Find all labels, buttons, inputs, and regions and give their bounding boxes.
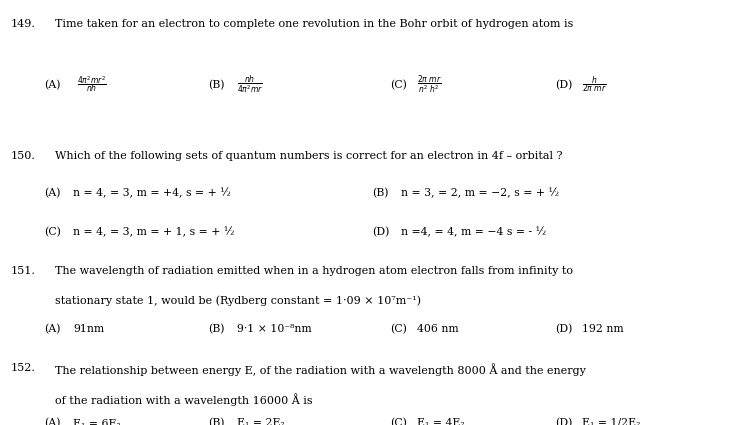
Text: n = 3, = 2, m = −2, s = + ½: n = 3, = 2, m = −2, s = + ½: [401, 188, 559, 198]
Text: $\frac{4\pi^2mr^2}{nh}$: $\frac{4\pi^2mr^2}{nh}$: [77, 75, 106, 95]
Text: 152.: 152.: [11, 363, 36, 374]
Text: (B): (B): [372, 188, 389, 198]
Text: (B): (B): [208, 80, 225, 90]
Text: 9·1 × 10⁻⁸nm: 9·1 × 10⁻⁸nm: [237, 324, 311, 334]
Text: (C): (C): [44, 227, 61, 237]
Text: n = 4, = 3, m = + 1, s = + ½: n = 4, = 3, m = + 1, s = + ½: [73, 227, 235, 237]
Text: of the radiation with a wavelength 16000 Å is: of the radiation with a wavelength 16000…: [55, 393, 312, 406]
Text: (D): (D): [555, 80, 573, 90]
Text: (A): (A): [44, 80, 61, 90]
Text: (B): (B): [208, 324, 225, 334]
Text: (A): (A): [44, 324, 61, 334]
Text: (D): (D): [372, 227, 389, 237]
Text: n =4, = 4, m = −4 s = - ½: n =4, = 4, m = −4 s = - ½: [401, 227, 546, 237]
Text: Which of the following sets of quantum numbers is correct for an electron in 4f : Which of the following sets of quantum n…: [55, 151, 562, 161]
Text: $\frac{h}{2\pi\ mr}$: $\frac{h}{2\pi\ mr}$: [582, 74, 607, 96]
Text: n = 4, = 3, m = +4, s = + ½: n = 4, = 3, m = +4, s = + ½: [73, 188, 231, 198]
Text: $\frac{2\pi\ mr}{n^2\ h^2}$: $\frac{2\pi\ mr}{n^2\ h^2}$: [417, 74, 442, 96]
Text: 406 nm: 406 nm: [417, 324, 459, 334]
Text: stationary state 1, would be (Rydberg constant = 1·09 × 10⁷m⁻¹): stationary state 1, would be (Rydberg co…: [55, 295, 421, 306]
Text: E₁ = 2E₂: E₁ = 2E₂: [237, 418, 285, 425]
Text: (A): (A): [44, 188, 61, 198]
Text: $\frac{nh}{4\pi^2mr}$: $\frac{nh}{4\pi^2mr}$: [237, 74, 263, 96]
Text: 192 nm: 192 nm: [582, 324, 623, 334]
Text: E₁ = 4E₂: E₁ = 4E₂: [417, 418, 465, 425]
Text: 91nm: 91nm: [73, 324, 104, 334]
Text: (B): (B): [208, 418, 225, 425]
Text: (C): (C): [390, 418, 407, 425]
Text: The relationship between energy E, of the radiation with a wavelength 8000 Å and: The relationship between energy E, of th…: [55, 363, 585, 376]
Text: E₁ = 1/2E₂: E₁ = 1/2E₂: [582, 418, 640, 425]
Text: 149.: 149.: [11, 19, 36, 29]
Text: (C): (C): [390, 324, 407, 334]
Text: 150.: 150.: [11, 151, 36, 161]
Text: (C): (C): [390, 80, 407, 90]
Text: (D): (D): [555, 324, 573, 334]
Text: The wavelength of radiation emitted when in a hydrogen atom electron falls from : The wavelength of radiation emitted when…: [55, 266, 573, 276]
Text: 151.: 151.: [11, 266, 36, 276]
Text: (D): (D): [555, 418, 573, 425]
Text: Time taken for an electron to complete one revolution in the Bohr orbit of hydro: Time taken for an electron to complete o…: [55, 19, 573, 29]
Text: (A): (A): [44, 418, 61, 425]
Text: E₁ = 6E₂,: E₁ = 6E₂,: [73, 418, 124, 425]
